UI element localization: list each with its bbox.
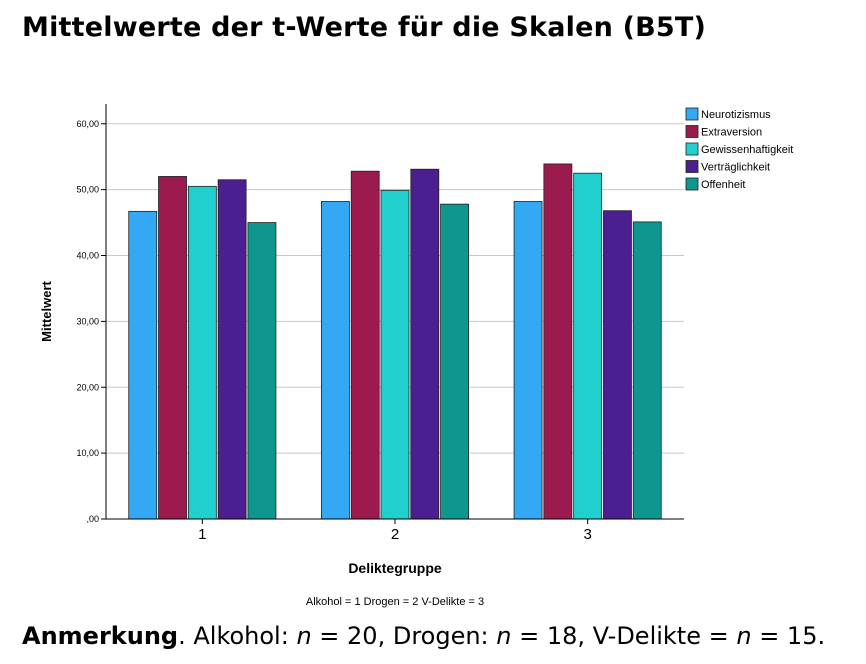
y-tick-label: ,00 [86, 514, 99, 524]
footnote-text-1: . Alkohol: [178, 622, 297, 650]
y-tick-label: 40,00 [76, 251, 99, 261]
footnote-n-drogen: n [496, 622, 512, 650]
bar-verträglichkeit-1 [217, 179, 247, 520]
y-tick-label: 20,00 [76, 382, 99, 392]
x-axis-note: Alkohol = 1 Drogen = 2 V-Delikte = 3 [306, 596, 484, 608]
footnote-text-3: = 18, V-Delikte = [511, 622, 737, 650]
y-tick-label: 50,00 [76, 185, 99, 195]
footnote-n-vdelikte: n [736, 622, 752, 650]
y-tick-label: 30,00 [76, 316, 99, 326]
x-axis-label: Deliktegruppe [348, 560, 442, 576]
legend-swatch-offenheit [685, 177, 699, 191]
footnote-text-2: = 20, Drogen: [311, 622, 497, 650]
legend-label-extraversion: Extraversion [701, 127, 762, 139]
bar-gewissenhaftigkeit-3 [573, 172, 603, 520]
x-tick-label: 3 [583, 526, 591, 543]
bar-extraversion-3 [543, 163, 573, 520]
x-tick-label: 2 [391, 526, 399, 543]
bar-offenheit-2 [440, 203, 470, 520]
bar-gewissenhaftigkeit-1 [187, 185, 217, 520]
bar-neurotizismus-1 [128, 210, 158, 520]
footnote-label: Anmerkung [22, 622, 179, 650]
bar-extraversion-1 [158, 176, 187, 520]
y-tick-label: 10,00 [76, 448, 99, 458]
bar-gewissenhaftigkeit-2 [380, 189, 410, 520]
bar-offenheit-1 [247, 222, 277, 520]
footnote-text-4: = 15. [751, 622, 826, 650]
legend-swatch-extraversion [685, 125, 699, 138]
footnote-n-alkohol: n [296, 622, 312, 650]
legend-label-gewissenhaftigkeit: Gewissenhaftigkeit [701, 144, 793, 156]
bar-verträglichkeit-2 [410, 168, 440, 520]
x-tick-label: 1 [198, 526, 206, 543]
legend-label-verträglichkeit: Verträglichkeit [701, 162, 770, 174]
footnote: Anmerkung. Alkohol: n = 20, Drogen: n = … [22, 622, 825, 650]
y-axis-label: Mittelwert [39, 280, 54, 341]
y-tick-label: 60,00 [76, 119, 99, 129]
legend-label-neurotizismus: Neurotizismus [701, 109, 771, 121]
bar-offenheit-3 [632, 221, 662, 520]
bar-neurotizismus-3 [513, 201, 543, 520]
bar-neurotizismus-2 [320, 201, 350, 520]
bar-extraversion-2 [350, 170, 380, 520]
bar-verträglichkeit-3 [603, 210, 632, 520]
legend-label-offenheit: Offenheit [701, 179, 745, 191]
legend-swatch-verträglichkeit [685, 160, 699, 173]
legend-swatch-neurotizismus [685, 107, 699, 121]
page-title: Mittelwerte der t-Werte für die Skalen (… [22, 12, 707, 43]
legend-swatch-gewissenhaftigkeit [685, 142, 699, 156]
